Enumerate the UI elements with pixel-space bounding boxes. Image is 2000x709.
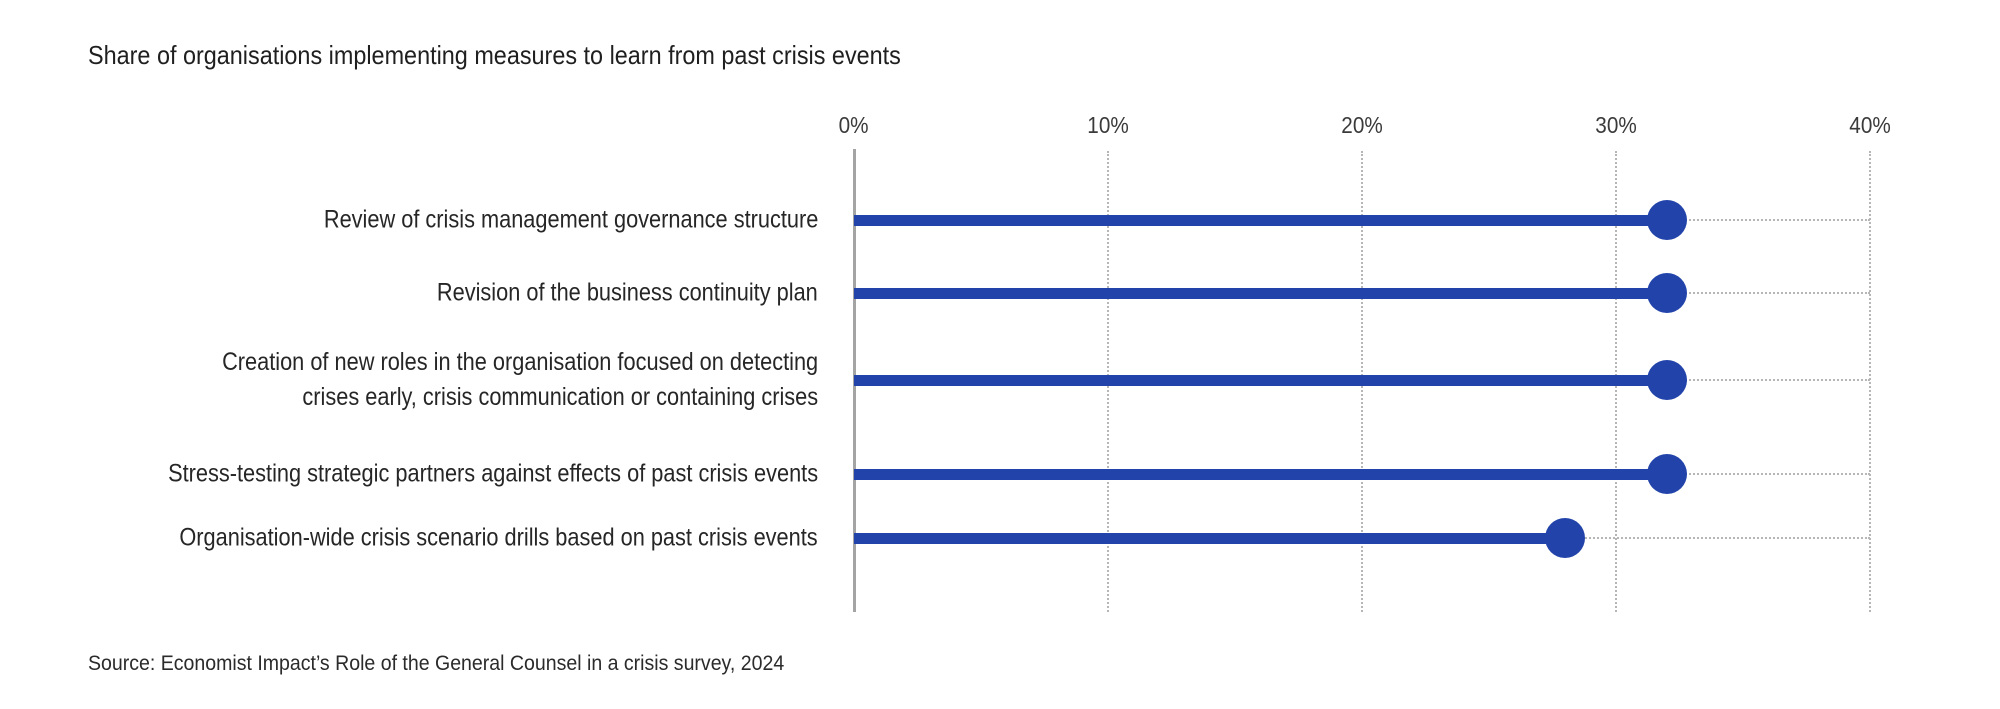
chart-title: Share of organisations implementing meas… [88, 38, 991, 72]
category-label-line: Review of crisis management governance s… [323, 205, 818, 234]
value-bar [854, 468, 1667, 480]
value-bar [854, 214, 1667, 226]
category-label: Review of crisis management governance s… [250, 203, 818, 238]
category-label-line: Organisation-wide crisis scenario drills… [179, 523, 818, 552]
x-gridline [1869, 151, 1871, 612]
category-label-text: Organisation-wide crisis scenario drills… [180, 521, 818, 556]
category-label-line: Creation of new roles in the organisatio… [221, 348, 818, 376]
x-tick-label-text: 0% [839, 112, 869, 138]
category-label: Revision of the business continuity plan [380, 276, 818, 311]
category-label: Creation of new roles in the organisatio… [133, 345, 818, 415]
category-label: Organisation-wide crisis scenario drills… [84, 521, 818, 556]
x-tick-label-text: 40% [1849, 112, 1891, 138]
chart-title-text: Share of organisations implementing meas… [88, 40, 901, 70]
category-label-text: Revision of the business continuity plan [437, 276, 818, 311]
category-label: Stress-testing strategic partners agains… [71, 457, 818, 492]
x-tick-label-text: 30% [1595, 112, 1637, 138]
source-note: Source: Economist Impact’s Role of the G… [88, 650, 837, 678]
x-tick-label: 30% [1546, 112, 1686, 139]
lollipop-dot [1545, 518, 1586, 558]
x-tick-label: 20% [1292, 112, 1432, 139]
x-tick-label-text: 20% [1341, 112, 1383, 138]
x-tick-label: 40% [1800, 112, 1940, 139]
lollipop-dot [1646, 200, 1687, 240]
value-bar [854, 532, 1566, 544]
value-bar [854, 374, 1667, 386]
x-tick-label-text: 10% [1087, 112, 1129, 138]
category-label-text: Review of crisis management governance s… [324, 203, 818, 238]
lollipop-dot [1646, 273, 1687, 313]
lollipop-dot [1646, 360, 1687, 400]
category-label-text: Stress-testing strategic partners agains… [168, 457, 818, 492]
category-label-line: crises early, crisis communication or co… [302, 383, 818, 411]
source-note-text: Source: Economist Impact’s Role of the G… [88, 652, 785, 675]
x-tick-label: 10% [1038, 112, 1178, 139]
value-bar [854, 287, 1667, 299]
category-label-text: Creation of new roles in the organisatio… [222, 345, 818, 415]
x-tick-label: 0% [784, 112, 924, 139]
lollipop-dot [1646, 454, 1687, 494]
category-label-line: Revision of the business continuity plan [437, 278, 818, 307]
category-label-line: Stress-testing strategic partners agains… [168, 459, 818, 488]
